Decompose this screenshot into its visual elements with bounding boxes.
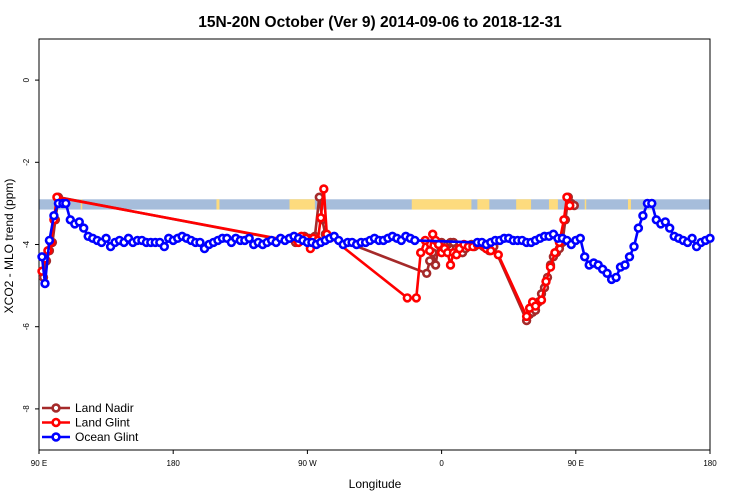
- data-point: [425, 246, 435, 256]
- data-point: [611, 272, 621, 283]
- land-band-segment: [216, 199, 220, 210]
- x-tick-label: 180: [703, 459, 717, 468]
- data-point: [602, 268, 612, 278]
- legend-swatch-marker: [51, 403, 61, 413]
- data-point: [37, 252, 47, 262]
- data-point: [44, 235, 55, 246]
- data-point: [49, 211, 59, 221]
- data-point: [536, 295, 547, 305]
- land-band-segment: [516, 199, 532, 210]
- data-point: [319, 184, 329, 194]
- data-point: [705, 233, 715, 244]
- data-point: [74, 217, 85, 227]
- data-point: [425, 256, 435, 266]
- data-point: [647, 198, 657, 209]
- data-point: [687, 233, 697, 244]
- data-point: [620, 260, 630, 270]
- y-tick-label: 0: [22, 77, 31, 82]
- data-point: [575, 233, 585, 244]
- y-tick-label: -4: [22, 240, 31, 248]
- land-band-segment: [477, 199, 490, 210]
- data-point: [660, 217, 670, 227]
- data-point: [422, 268, 432, 278]
- data-point: [633, 223, 644, 233]
- land-band-segment: [584, 199, 587, 210]
- land-band-segment: [80, 199, 83, 210]
- data-point: [565, 200, 575, 211]
- data-point: [78, 223, 89, 233]
- data-point: [316, 213, 326, 223]
- data-point: [40, 278, 50, 289]
- chart-title: 15N-20N October (Ver 9) 2014-09-06 to 20…: [198, 14, 562, 31]
- x-axis: 90 E 180 90 W 0 90 E 180: [31, 450, 717, 468]
- data-point: [562, 192, 572, 202]
- land-band-segment: [627, 199, 631, 210]
- data-point: [410, 235, 420, 246]
- land-band-segment: [411, 199, 472, 210]
- data-point: [430, 260, 441, 270]
- series-ocean-glint: [37, 198, 715, 289]
- data-point: [61, 198, 71, 209]
- x-tick-label: 90 W: [298, 459, 317, 468]
- legend-swatch-marker: [51, 432, 61, 442]
- x-tick-label: 180: [167, 459, 181, 468]
- data-point: [493, 250, 503, 260]
- series-line-land-nadir: [42, 195, 576, 322]
- ocean-band: [39, 199, 710, 210]
- legend-label: Land Nadir: [75, 401, 134, 415]
- data-point: [550, 248, 560, 258]
- x-tick-label: 90 E: [31, 459, 47, 468]
- series-layer: [37, 184, 715, 326]
- data-point: [638, 211, 648, 221]
- data-point: [624, 252, 635, 262]
- data-point: [559, 215, 569, 225]
- legend-item-ocean-glint: Ocean Glint: [42, 430, 139, 444]
- data-point: [664, 223, 675, 233]
- data-point: [486, 246, 496, 256]
- data-point: [402, 293, 412, 303]
- data-point: [411, 293, 421, 303]
- x-tick-label: 0: [439, 459, 444, 468]
- legend-swatch-marker: [51, 417, 61, 428]
- land-band-segment: [289, 199, 315, 210]
- data-point: [416, 248, 426, 258]
- legend-item-land-nadir: Land Nadir: [42, 401, 134, 415]
- data-point: [521, 311, 532, 322]
- data-point: [579, 252, 590, 262]
- land-band-segment: [548, 199, 558, 210]
- y-tick-label: -2: [22, 158, 31, 166]
- y-tick-label: -6: [22, 323, 31, 331]
- legend-item-land-glint: Land Glint: [42, 416, 130, 430]
- legend-label: Land Glint: [75, 416, 130, 430]
- y-tick-label: -8: [22, 405, 31, 413]
- x-tick-label: 90 E: [568, 459, 584, 468]
- data-point: [629, 241, 639, 252]
- legend-label: Ocean Glint: [75, 430, 139, 444]
- data-point: [101, 233, 111, 244]
- y-axis: 0 -2 -4 -6 -8: [22, 77, 39, 412]
- data-point: [545, 262, 556, 272]
- data-point: [445, 260, 456, 270]
- data-point: [244, 233, 254, 244]
- plot-area: [37, 38, 715, 451]
- data-point: [530, 301, 541, 311]
- land-ocean-band: [39, 199, 710, 210]
- data-point: [541, 276, 551, 287]
- data-point: [195, 237, 205, 248]
- y-axis-label: XCO2 - MLO trend (ppm): [2, 179, 16, 314]
- data-point: [159, 241, 170, 252]
- x-axis-label: Longitude: [349, 477, 402, 491]
